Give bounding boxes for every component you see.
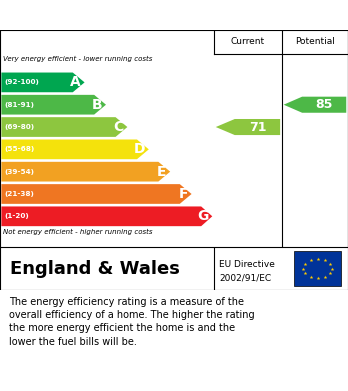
Text: Not energy efficient - higher running costs: Not energy efficient - higher running co… <box>3 229 153 235</box>
Text: 71: 71 <box>249 120 266 134</box>
Text: Potential: Potential <box>295 38 335 47</box>
Polygon shape <box>1 140 149 159</box>
Text: (39-54): (39-54) <box>4 169 34 175</box>
Text: E: E <box>157 165 167 179</box>
Polygon shape <box>1 95 106 115</box>
Text: (92-100): (92-100) <box>4 79 39 85</box>
Text: (69-80): (69-80) <box>4 124 34 130</box>
Text: EU Directive: EU Directive <box>219 260 275 269</box>
Text: (21-38): (21-38) <box>4 191 34 197</box>
Text: The energy efficiency rating is a measure of the
overall efficiency of a home. T: The energy efficiency rating is a measur… <box>9 297 254 347</box>
Text: D: D <box>134 142 145 156</box>
Polygon shape <box>1 184 192 204</box>
Text: 85: 85 <box>316 98 333 111</box>
Polygon shape <box>216 119 280 135</box>
Text: F: F <box>179 187 188 201</box>
Text: Energy Efficiency Rating: Energy Efficiency Rating <box>69 7 279 23</box>
Text: C: C <box>114 120 124 134</box>
Polygon shape <box>1 73 85 92</box>
Polygon shape <box>284 97 346 113</box>
Polygon shape <box>1 162 170 181</box>
Text: England & Wales: England & Wales <box>10 260 180 278</box>
Text: (55-68): (55-68) <box>4 146 34 152</box>
Text: Current: Current <box>231 38 265 47</box>
Text: B: B <box>92 98 103 112</box>
Polygon shape <box>1 206 212 226</box>
Polygon shape <box>1 117 127 137</box>
Bar <box>294 251 341 286</box>
Text: A: A <box>70 75 81 90</box>
Text: Very energy efficient - lower running costs: Very energy efficient - lower running co… <box>3 56 153 62</box>
Text: G: G <box>197 209 209 223</box>
Text: (81-91): (81-91) <box>4 102 34 108</box>
Text: (1-20): (1-20) <box>4 213 29 219</box>
Text: 2002/91/EC: 2002/91/EC <box>219 273 271 282</box>
